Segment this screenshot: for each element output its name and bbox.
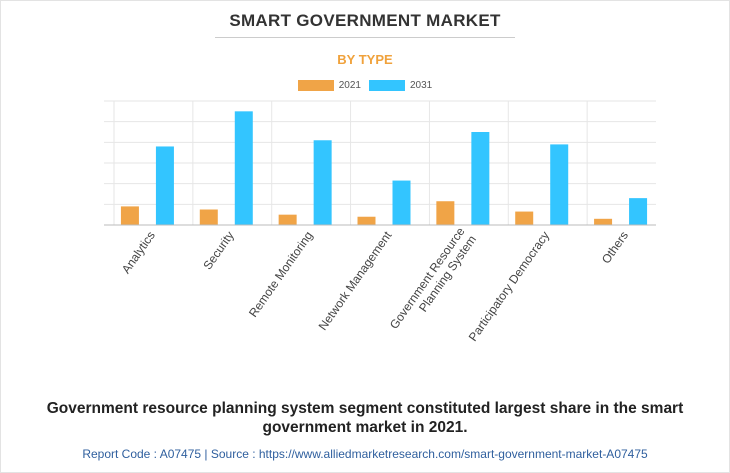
legend-label-2021: 2021 bbox=[338, 80, 361, 91]
x-tick-label-line: Analytics bbox=[119, 229, 158, 276]
x-tick-labels: Analytics Security Remote Monitoring Networ… bbox=[119, 224, 631, 343]
x-tick-label: Security bbox=[200, 229, 236, 273]
bar-2031-analytics[interactable] bbox=[155, 146, 174, 225]
source-footer[interactable]: Report Code : A07475 | Source : https://… bbox=[82, 447, 648, 461]
bar-2021-analytics[interactable] bbox=[120, 206, 139, 225]
bar-2021-participatory-democracy[interactable] bbox=[515, 211, 534, 225]
bar-2021-government-resource-planning-system[interactable] bbox=[436, 201, 455, 225]
bar-2031-security[interactable] bbox=[234, 111, 253, 225]
x-tick-label-line: Network Management bbox=[316, 228, 395, 333]
legend-item-2021[interactable]: 2021 bbox=[297, 80, 361, 91]
legend-swatch-2021 bbox=[297, 80, 334, 91]
bar-2021-remote-monitoring[interactable] bbox=[278, 214, 297, 225]
bar-2031-government-resource-planning-system[interactable] bbox=[471, 132, 490, 225]
bars bbox=[120, 111, 648, 226]
bar-2021-security[interactable] bbox=[199, 209, 218, 226]
x-tick-label: Government ResourcePlanning System bbox=[387, 224, 479, 339]
x-tick-label-line: Others bbox=[599, 229, 631, 267]
bar-chart: Analytics Security Remote Monitoring Networ… bbox=[104, 100, 656, 344]
x-tick-label-line: Participatory Democracy bbox=[466, 229, 552, 344]
bar-2031-network-management[interactable] bbox=[392, 180, 411, 225]
x-tick-label-line: Security bbox=[200, 229, 236, 273]
grid-lines bbox=[104, 100, 656, 226]
x-tick-label: Others bbox=[599, 229, 631, 267]
chart-title: SMART GOVERNMENT MARKET bbox=[229, 11, 501, 30]
bar-2021-network-management[interactable] bbox=[357, 216, 376, 225]
chart-subtitle: BY TYPE bbox=[337, 52, 393, 67]
x-tick-label: Remote Monitoring bbox=[246, 229, 316, 320]
legend-label-2031: 2031 bbox=[410, 80, 433, 91]
bar-2021-others[interactable] bbox=[594, 218, 613, 225]
x-tick-label: Participatory Democracy bbox=[466, 229, 552, 344]
x-tick-label-line: Remote Monitoring bbox=[246, 229, 316, 320]
chart-caption: Government resource planning system segm… bbox=[46, 400, 684, 436]
bar-2031-remote-monitoring[interactable] bbox=[313, 140, 332, 225]
x-tick-label: Network Management bbox=[316, 228, 395, 333]
x-tick-label-line: Government Resource bbox=[387, 224, 468, 331]
bar-2031-others[interactable] bbox=[629, 198, 648, 225]
legend: 2021 2031 bbox=[0, 80, 730, 91]
legend-item-2031[interactable]: 2031 bbox=[369, 80, 432, 91]
bar-2031-participatory-democracy[interactable] bbox=[550, 144, 569, 225]
x-tick-label: Analytics bbox=[119, 229, 158, 276]
legend-swatch-2031 bbox=[369, 80, 405, 91]
title-divider bbox=[215, 37, 515, 38]
